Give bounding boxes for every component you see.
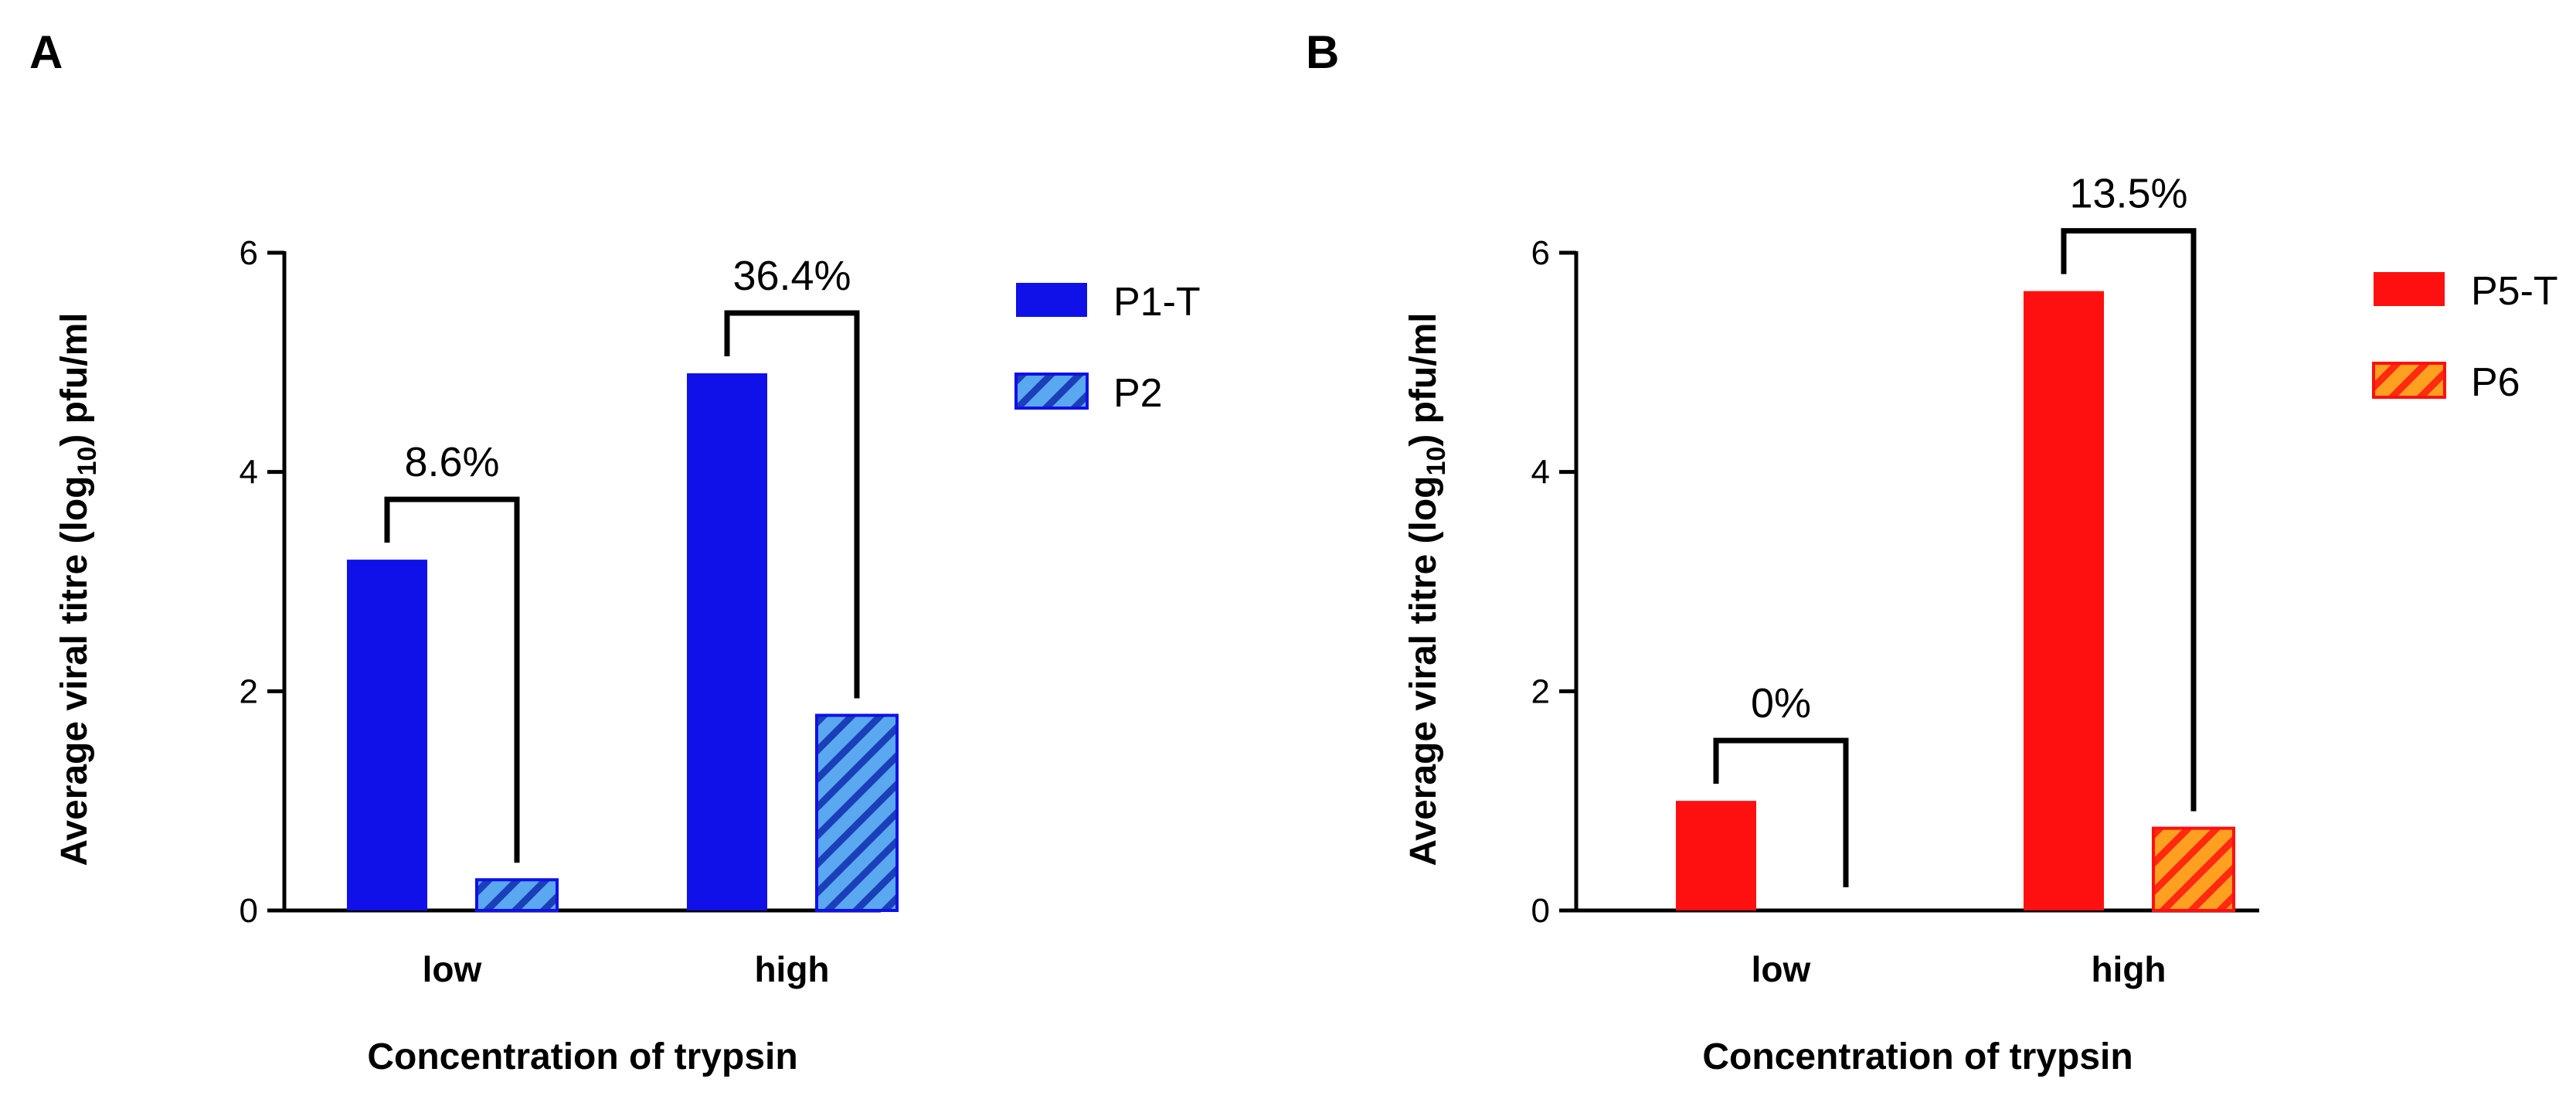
bar-p1-t-high bbox=[687, 373, 767, 910]
annotation-label: 36.4% bbox=[732, 253, 851, 299]
x-axis-title: Concentration of trypsin bbox=[367, 1036, 797, 1077]
annotation-bracket bbox=[1713, 737, 1849, 887]
x-tick-label: high bbox=[754, 949, 829, 989]
x-tick-label: low bbox=[1752, 949, 1811, 989]
legend-swatch bbox=[1014, 373, 1089, 410]
annotation-label: 0% bbox=[1751, 680, 1811, 727]
y-axis-title: Average viral titre (log10) pfu/ml bbox=[54, 312, 102, 866]
y-axis-title-suffix: ) pfu/ml bbox=[1403, 312, 1444, 446]
legend-swatch bbox=[2372, 362, 2446, 399]
y-axis-title-prefix: Average viral titre (log bbox=[54, 476, 95, 866]
bar-p5-t-high bbox=[2024, 291, 2104, 910]
y-tick-label: 6 bbox=[240, 234, 258, 272]
annotation-label: 8.6% bbox=[404, 439, 499, 485]
y-tick-label: 2 bbox=[1531, 672, 1550, 710]
y-tick-label: 0 bbox=[1531, 892, 1550, 930]
legend: P5-T P6 bbox=[2372, 269, 2558, 405]
bar-p1-t-low bbox=[347, 560, 427, 910]
y-axis-title: Average viral titre (log10) pfu/ml bbox=[1403, 312, 1451, 866]
legend-swatch bbox=[1016, 283, 1087, 317]
annotation-bracket bbox=[2061, 228, 2197, 812]
bar-p5-t-low bbox=[1676, 801, 1756, 910]
y-tick-label: 6 bbox=[1531, 234, 1550, 272]
y-axis-title-subscript: 10 bbox=[1422, 447, 1451, 476]
bar-p2-high bbox=[815, 713, 899, 913]
annotation-bracket bbox=[724, 310, 860, 699]
chart-panel-a: A 0 2 4 6 low 8.6% high 36.4% Average viral titre… bbox=[29, 26, 1201, 1077]
y-axis-title-subscript: 10 bbox=[73, 447, 102, 476]
panel-label: A bbox=[29, 26, 63, 78]
annotation-bracket bbox=[384, 496, 520, 863]
y-tick-label: 4 bbox=[1531, 454, 1550, 492]
legend-label: P6 bbox=[2471, 360, 2520, 405]
y-axis-title-prefix: Average viral titre (log bbox=[1403, 476, 1444, 866]
legend-swatch bbox=[2374, 272, 2445, 306]
bar-p6-high bbox=[2152, 826, 2235, 912]
y-tick-label: 2 bbox=[240, 672, 258, 710]
x-axis-title: Concentration of trypsin bbox=[1702, 1036, 2133, 1077]
y-tick-label: 4 bbox=[240, 454, 258, 492]
x-tick-label: low bbox=[423, 949, 482, 989]
legend-label: P2 bbox=[1113, 371, 1163, 416]
bar-p2-low bbox=[475, 878, 559, 912]
legend: P1-T P2 bbox=[1014, 280, 1201, 416]
x-tick-label: high bbox=[2091, 949, 2166, 989]
legend-label: P1-T bbox=[1113, 280, 1201, 325]
panel-label: B bbox=[1306, 26, 1339, 78]
legend-label: P5-T bbox=[2471, 269, 2558, 314]
y-tick-label: 0 bbox=[240, 892, 258, 930]
y-axis-title-suffix: ) pfu/ml bbox=[54, 312, 95, 446]
chart-panel-b: B 0 2 4 6 low 0% high 13.5% Average viral titre (… bbox=[1306, 26, 2558, 1077]
annotation-label: 13.5% bbox=[2069, 171, 2187, 217]
